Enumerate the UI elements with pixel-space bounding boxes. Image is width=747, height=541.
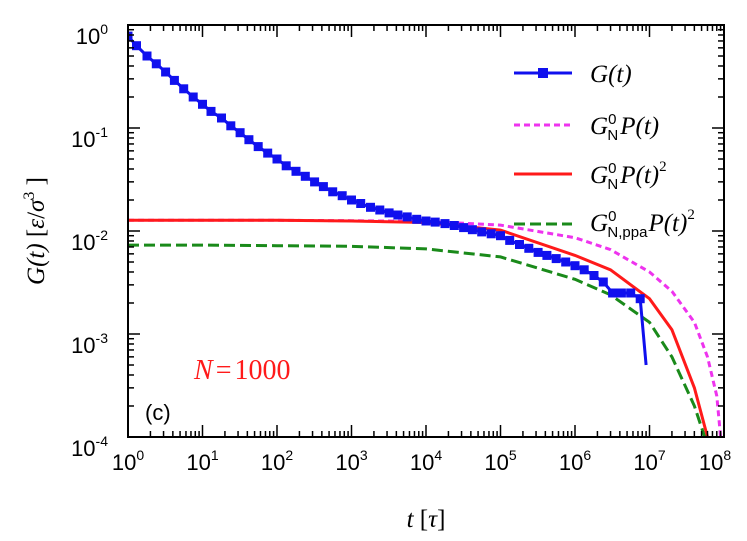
data-point-marker bbox=[142, 51, 152, 61]
data-point-marker bbox=[291, 166, 301, 176]
data-point-marker bbox=[128, 31, 133, 41]
series-line-3 bbox=[128, 243, 707, 437]
data-point-marker bbox=[542, 250, 552, 260]
legend-label-gnppa: G0 N,ppaP(t)2 bbox=[590, 207, 695, 241]
series-line-0 bbox=[128, 35, 648, 366]
legend-label-g: G(t) bbox=[590, 61, 632, 88]
data-point-marker bbox=[328, 187, 338, 197]
data-point-marker bbox=[608, 288, 618, 298]
x-axis-label: t [τ] bbox=[407, 506, 446, 533]
data-point-marker bbox=[477, 227, 487, 237]
series-layer bbox=[128, 31, 723, 437]
data-point-marker bbox=[318, 182, 328, 192]
data-point-marker bbox=[179, 84, 189, 94]
x-tick-label: 107 bbox=[633, 447, 665, 475]
data-point-marker bbox=[467, 225, 477, 235]
data-point-marker bbox=[347, 195, 356, 205]
data-point-marker bbox=[281, 161, 291, 171]
data-point-marker bbox=[635, 294, 645, 304]
legend-marker-g bbox=[538, 68, 548, 78]
legend-label-gnp2: G0 NP(t)2 bbox=[590, 159, 667, 193]
data-point-marker bbox=[384, 208, 394, 218]
data-point-marker bbox=[533, 247, 543, 257]
data-point-marker bbox=[356, 199, 366, 208]
data-point-marker bbox=[217, 113, 226, 123]
data-point-marker bbox=[496, 231, 505, 241]
x-tick-label: 106 bbox=[559, 447, 591, 475]
n-annotation: N = 1000 bbox=[193, 355, 290, 386]
legend-entry-gnppa: G0 N,ppaP(t)2 bbox=[514, 207, 695, 241]
data-point-marker bbox=[570, 261, 580, 271]
data-point-marker bbox=[161, 67, 171, 77]
x-tick-label: 103 bbox=[335, 447, 367, 475]
data-point-marker bbox=[263, 148, 273, 158]
legend-label-gnp: G0 NP(t) bbox=[590, 111, 659, 144]
y-tick-label: 10-2 bbox=[71, 227, 108, 255]
data-point-marker bbox=[375, 205, 385, 215]
data-point-marker bbox=[440, 219, 450, 229]
y-tick-label: 100 bbox=[76, 21, 108, 49]
y-tick-label: 10-3 bbox=[71, 330, 108, 358]
data-point-marker bbox=[132, 41, 141, 51]
data-point-marker bbox=[561, 257, 571, 267]
y-axis-label: G(t) [ε/σ3 ] bbox=[21, 177, 50, 285]
x-tick-label: 108 bbox=[699, 447, 731, 475]
data-point-marker bbox=[459, 223, 469, 233]
data-point-marker bbox=[486, 229, 496, 239]
data-point-marker bbox=[579, 265, 589, 275]
x-tick-label: 104 bbox=[410, 447, 442, 475]
data-point-marker bbox=[505, 235, 515, 245]
x-tick-label: 101 bbox=[186, 447, 218, 475]
data-point-marker bbox=[515, 240, 524, 249]
y-tick-label: 10-1 bbox=[71, 124, 108, 152]
data-point-marker bbox=[616, 288, 626, 298]
data-point-marker bbox=[188, 92, 198, 102]
data-point-marker bbox=[402, 212, 412, 222]
series-line-1 bbox=[128, 218, 723, 437]
data-point-marker bbox=[626, 288, 636, 298]
data-point-marker bbox=[421, 216, 431, 226]
data-point-marker bbox=[551, 254, 561, 264]
x-tick-label: 100 bbox=[112, 447, 144, 475]
legend-entry-gnp: G0 NP(t) bbox=[514, 111, 659, 144]
data-point-marker bbox=[366, 202, 375, 212]
data-point-marker bbox=[253, 142, 263, 152]
y-tick-label: 10-4 bbox=[71, 433, 108, 461]
panel-label: (c) bbox=[145, 400, 171, 425]
data-point-marker bbox=[449, 221, 459, 230]
data-point-marker bbox=[589, 271, 599, 280]
series-line-2 bbox=[128, 218, 709, 437]
data-point-marker bbox=[300, 171, 310, 181]
data-point-marker bbox=[524, 243, 534, 253]
legend-entry-g: G(t) bbox=[514, 61, 632, 88]
data-point-marker bbox=[169, 75, 179, 85]
x-tick-labels: 100 101 102 103 104 105 106 107 108 bbox=[112, 447, 731, 475]
data-point-marker bbox=[206, 106, 216, 116]
data-point-marker bbox=[598, 277, 608, 287]
data-point-marker bbox=[310, 177, 320, 187]
data-point-marker bbox=[235, 128, 245, 138]
data-point-marker bbox=[393, 210, 403, 220]
data-point-marker bbox=[272, 154, 282, 164]
data-point-marker bbox=[412, 214, 422, 224]
y-tick-labels: 100 10-1 10-2 10-3 10-4 bbox=[71, 21, 108, 461]
data-point-marker bbox=[226, 121, 236, 131]
x-tick-label: 102 bbox=[261, 447, 293, 475]
ticks-layer bbox=[127, 24, 725, 438]
data-point-marker bbox=[430, 217, 440, 227]
x-tick-label: 105 bbox=[484, 447, 516, 475]
legend: G(t) G0 NP(t) G0 NP(t)2 G0 N,ppaP(t)2 bbox=[514, 61, 695, 241]
data-point-marker bbox=[198, 99, 207, 109]
legend-entry-gnp2: G0 NP(t)2 bbox=[514, 159, 667, 193]
data-point-marker bbox=[244, 135, 254, 145]
data-point-marker bbox=[151, 59, 161, 69]
data-point-marker bbox=[337, 191, 347, 201]
